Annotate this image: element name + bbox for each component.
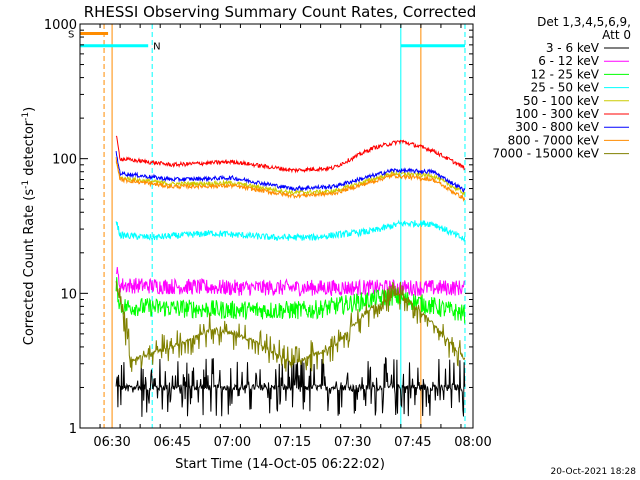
x-tick-label: 08:00	[454, 435, 491, 450]
legend-label-5: 50 - 100 keV	[523, 94, 600, 108]
series-line-3	[115, 277, 466, 324]
series-line-8	[115, 157, 466, 203]
y-axis-label-sup2: -1	[21, 112, 31, 121]
x-tick-label: 06:30	[93, 435, 130, 450]
y-axis-label-end: )	[22, 107, 37, 112]
series-line-9	[115, 281, 466, 372]
legend-label-9: 7000 - 15000 keV	[492, 147, 599, 161]
vertical-markers	[79, 24, 466, 428]
y-tick-label: 1000	[44, 18, 77, 33]
series-line-2	[115, 267, 465, 297]
x-axis: 06:30 06:45 07:00 07:15 07:30 07:45 08:00	[79, 24, 492, 450]
legend-label-8: 800 - 7000 keV	[508, 133, 600, 147]
plot-frame	[79, 23, 474, 429]
y-axis-label: Corrected Count Rate (s-1 detector-1)	[21, 107, 37, 345]
y-axis-label-mid: detector	[22, 120, 37, 180]
y-tick-label: 1	[69, 422, 77, 437]
y-tick-label: 100	[52, 153, 77, 168]
x-axis-label: Start Time (14-Oct-05 06:22:02)	[175, 457, 385, 472]
legend-label-7: 300 - 800 keV	[515, 120, 599, 134]
x-tick-label: 07:30	[334, 435, 371, 450]
x-tick-label: 06:45	[154, 435, 191, 450]
y-axis: 1 10 100 1000	[44, 18, 473, 437]
series-line-1	[115, 357, 466, 417]
series-line-5	[115, 161, 466, 196]
series-line-7	[115, 151, 466, 193]
series-line-6	[115, 135, 465, 174]
x-tick-label: 07:00	[214, 435, 251, 450]
legend-label-1: 3 - 6 keV	[546, 41, 600, 55]
series-lines	[115, 135, 466, 417]
legend-label-2: 6 - 12 keV	[538, 54, 600, 68]
x-tick-label: 07:15	[274, 435, 311, 450]
legend-label-4: 25 - 50 keV	[531, 81, 600, 95]
chart-title: RHESSI Observing Summary Count Rates, Co…	[84, 3, 477, 21]
generated-timestamp: 20-Oct-2021 18:28	[551, 467, 637, 477]
flag-label-n: N	[153, 42, 160, 53]
y-axis-label-main: Corrected Count Rate (s	[22, 189, 37, 346]
legend-label-3: 12 - 25 keV	[531, 67, 600, 81]
y-axis-label-sup1: -1	[21, 180, 31, 189]
legend-header-line-1: Det 1,3,4,5,6,9,	[537, 15, 631, 29]
flag-label-s: S	[68, 30, 74, 41]
legend-header-line-2: Att 0	[602, 28, 631, 42]
legend-label-6: 100 - 300 keV	[515, 107, 599, 121]
y-tick-label: 10	[60, 287, 77, 302]
series-line-4	[115, 219, 466, 242]
x-tick-label: 07:45	[394, 435, 431, 450]
flag-bars: SN	[68, 30, 465, 53]
